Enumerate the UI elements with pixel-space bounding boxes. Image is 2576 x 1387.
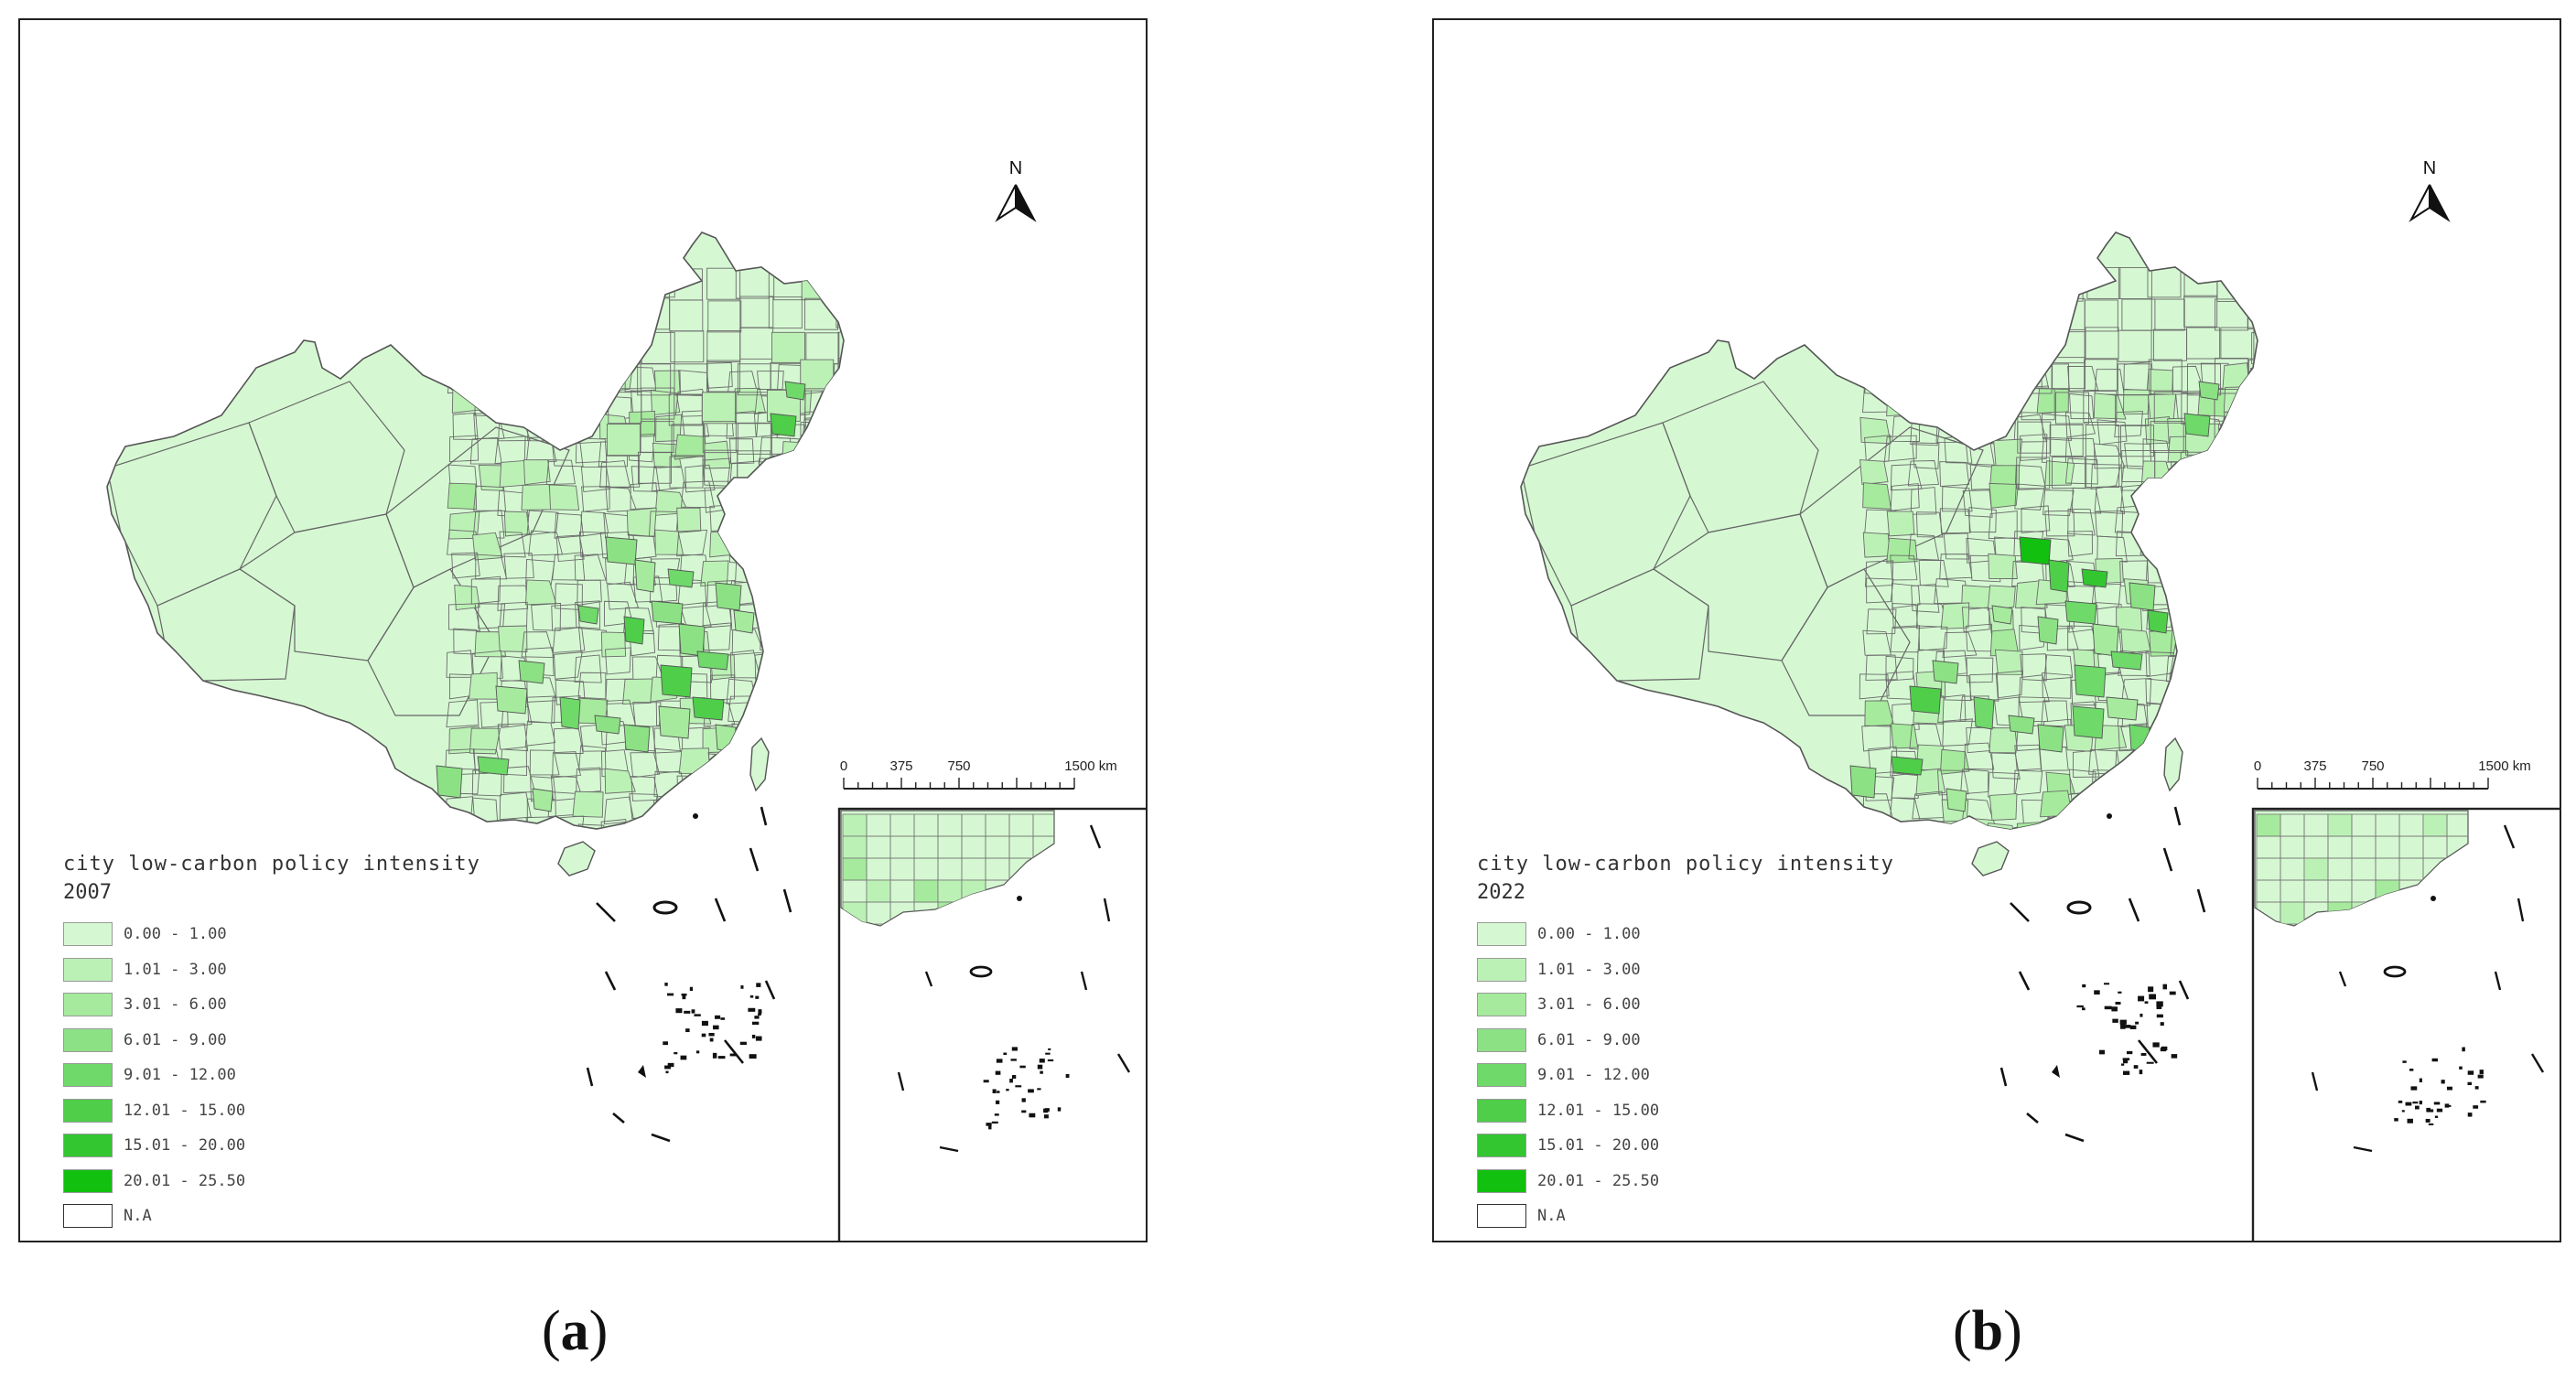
legend-item: 20.01 - 25.50 [63, 1164, 480, 1199]
legend-item: N.A [1477, 1199, 1894, 1234]
legend-swatch [1477, 922, 1526, 947]
legend-swatch [1477, 957, 1526, 982]
legend-item: 3.01 - 6.00 [63, 987, 480, 1023]
legend: city low-carbon policy intensity 2022 0.… [1477, 853, 1894, 1234]
scale-tick-label: 375 [889, 758, 912, 774]
legend-label: 9.01 - 12.00 [1537, 1066, 1650, 1085]
legend-item: 20.01 - 25.50 [1477, 1164, 1894, 1199]
legend-swatch [63, 957, 113, 982]
legend-swatch [1477, 1204, 1526, 1229]
legend-swatch [63, 1063, 113, 1088]
scale-tick-label: 0 [840, 758, 847, 774]
legend-swatch [1477, 1098, 1526, 1123]
map-panel-2007: N 0 375 750 1500 km city low-carbon policy i… [18, 18, 1148, 1242]
legend-title: city low-carbon policy intensity [63, 853, 480, 876]
legend-label: 3.01 - 6.00 [1537, 995, 1641, 1015]
legend-swatch [63, 922, 113, 947]
map-canvas: N 0 375 750 1500 km [1520, 158, 2560, 1241]
north-arrow-icon: N [995, 158, 1037, 222]
legend-item: 0.00 - 1.00 [63, 917, 480, 952]
legend-item: 12.01 - 15.00 [63, 1093, 480, 1129]
legend-label: 12.01 - 15.00 [124, 1101, 246, 1120]
legend-swatch [1477, 993, 1526, 1017]
legend-label: 3.01 - 6.00 [124, 995, 227, 1015]
legend-label: 15.01 - 20.00 [1537, 1136, 1660, 1156]
scale-tick-label: 375 [2303, 758, 2326, 774]
legend-label: 15.01 - 20.00 [124, 1136, 246, 1156]
north-label: N [2423, 158, 2436, 178]
legend-label: 20.01 - 25.50 [1537, 1171, 1660, 1190]
scale-tick-label: 1500 km [2478, 758, 2531, 774]
legend-rows: 0.00 - 1.00 1.01 - 3.00 3.01 - 6.00 6.01 - … [63, 917, 480, 1234]
legend-item: 12.01 - 15.00 [1477, 1093, 1894, 1129]
inset-map [2251, 807, 2560, 1241]
legend-label: N.A [124, 1207, 152, 1226]
legend-swatch [63, 1168, 113, 1193]
panel-caption-a: (a) [542, 1300, 609, 1362]
scale-bar: 0 375 750 1500 km [2254, 758, 2531, 790]
legend-label: 6.01 - 9.00 [1537, 1030, 1641, 1049]
legend-item: 9.01 - 12.00 [63, 1058, 480, 1093]
legend-item: 6.01 - 9.00 [1477, 1023, 1894, 1059]
legend-item: 6.01 - 9.00 [63, 1023, 480, 1059]
legend-label: 0.00 - 1.00 [1537, 925, 1641, 944]
legend-item: 3.01 - 6.00 [1477, 987, 1894, 1023]
legend-label: 6.01 - 9.00 [124, 1030, 227, 1049]
legend-item: 1.01 - 3.00 [1477, 952, 1894, 988]
legend-swatch [63, 993, 113, 1017]
legend-swatch [63, 1134, 113, 1158]
legend-rows: 0.00 - 1.00 1.01 - 3.00 3.01 - 6.00 6.01 - … [1477, 917, 1894, 1234]
scale-tick-label: 750 [947, 758, 970, 774]
legend-item: 15.01 - 20.00 [1477, 1128, 1894, 1164]
legend-swatch [1477, 1063, 1526, 1088]
legend-swatch [1477, 1134, 1526, 1158]
legend-swatch [63, 1204, 113, 1229]
legend-swatch [1477, 1168, 1526, 1193]
legend-label: 20.01 - 25.50 [124, 1171, 246, 1190]
scale-bar: 0 375 750 1500 km [840, 758, 1117, 790]
legend-swatch [1477, 1027, 1526, 1052]
inset-map [837, 807, 1146, 1241]
legend: city low-carbon policy intensity 2007 0.… [63, 853, 480, 1234]
legend-title: city low-carbon policy intensity [1477, 853, 1894, 876]
legend-label: 0.00 - 1.00 [124, 925, 227, 944]
scale-tick-label: 1500 km [1064, 758, 1117, 774]
legend-year: 2007 [63, 881, 112, 904]
legend-swatch [63, 1098, 113, 1123]
legend-label: 1.01 - 3.00 [124, 960, 227, 979]
legend-item: 15.01 - 20.00 [63, 1128, 480, 1164]
legend-item: 0.00 - 1.00 [1477, 917, 1894, 952]
north-arrow-icon: N [2409, 158, 2451, 222]
legend-label: 9.01 - 12.00 [124, 1066, 236, 1085]
legend-item: 9.01 - 12.00 [1477, 1058, 1894, 1093]
legend-year: 2022 [1477, 881, 1525, 904]
scale-tick-label: 750 [2361, 758, 2384, 774]
legend-label: 12.01 - 15.00 [1537, 1101, 1660, 1120]
scale-tick-label: 0 [2254, 758, 2261, 774]
map-panel-2022: N 0 375 750 1500 km city low-carbon policy i… [1432, 18, 2561, 1242]
legend-swatch [63, 1027, 113, 1052]
legend-label: N.A [1537, 1207, 1566, 1226]
legend-item: N.A [63, 1199, 480, 1234]
north-label: N [1009, 158, 1022, 178]
map-canvas: N 0 375 750 1500 km [106, 158, 1146, 1241]
legend-label: 1.01 - 3.00 [1537, 960, 1641, 979]
legend-item: 1.01 - 3.00 [63, 952, 480, 988]
panel-caption-b: (b) [1953, 1300, 2022, 1362]
